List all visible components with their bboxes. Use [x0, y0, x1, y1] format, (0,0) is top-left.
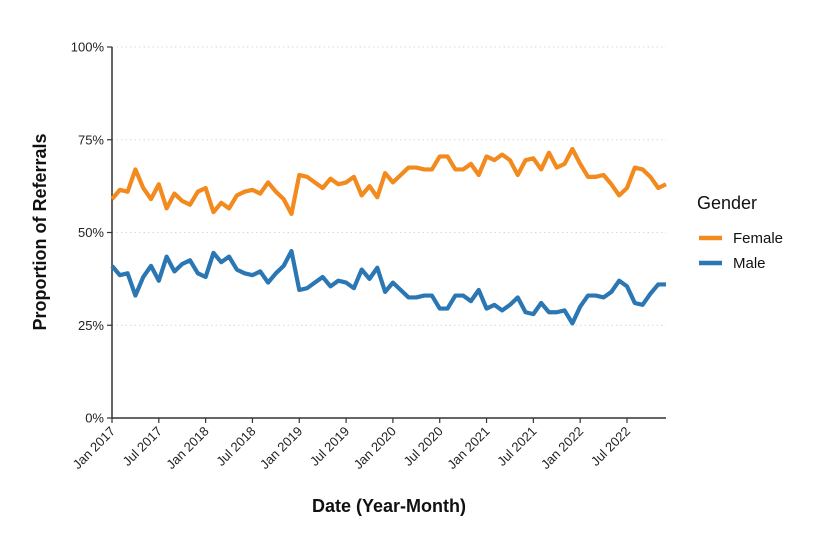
legend-label-female: Female: [733, 230, 783, 247]
series-line-female: [110, 146, 667, 217]
y-tick-label: 100%: [71, 40, 105, 55]
x-tick-label: Jan 2017: [70, 424, 118, 472]
gridlines: [112, 46, 666, 326]
x-tick-label: Jan 2019: [257, 424, 305, 472]
x-tick-label: Jan 2022: [538, 424, 586, 472]
x-tick-label: Jul 2021: [494, 424, 539, 469]
y-tick-label: 0%: [85, 411, 104, 426]
legend-label-male: Male: [733, 255, 766, 272]
x-tick-label: Jul 2017: [120, 424, 165, 469]
x-tick-label: Jul 2019: [307, 424, 352, 469]
x-tick-label: Jan 2021: [444, 424, 492, 472]
legend-title: Gender: [697, 193, 757, 213]
y-tick-label: 50%: [78, 225, 104, 240]
y-tick-label: 25%: [78, 318, 104, 333]
x-tick-label: Jul 2020: [400, 424, 445, 469]
x-tick-label: Jul 2022: [588, 424, 633, 469]
x-tick-label: Jul 2018: [213, 424, 258, 469]
y-tick-label: 75%: [78, 132, 104, 147]
y-axis-title: Proportion of Referrals: [30, 133, 50, 330]
series-line-male: [110, 248, 666, 326]
x-tick-label: Jan 2018: [163, 424, 211, 472]
y-tick-labels: 0% 25% 50% 75% 100%: [71, 40, 112, 426]
x-axis-title: Date (Year-Month): [312, 496, 466, 516]
x-tick-label: Jan 2020: [351, 424, 399, 472]
axes: [111, 47, 666, 419]
legend: Gender Female Male: [697, 193, 783, 272]
series-lines: [110, 146, 667, 326]
